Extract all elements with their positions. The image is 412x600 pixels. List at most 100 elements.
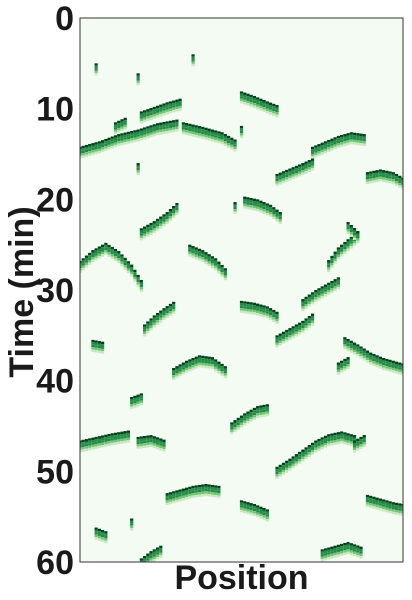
heatmap-cell (143, 435, 147, 439)
heatmap-cell (207, 361, 211, 364)
heatmap-cell (243, 303, 247, 307)
heatmap-cell (80, 156, 82, 159)
heatmap-cell (123, 433, 127, 436)
heatmap-cell (310, 163, 315, 166)
heatmap-cell (365, 179, 370, 182)
heatmap-trace (230, 404, 269, 435)
heatmap-cell (317, 151, 321, 154)
heatmap-cell (149, 227, 153, 231)
heatmap-cell (101, 149, 105, 153)
heatmap-cell (327, 282, 331, 286)
heatmap-cell (281, 171, 286, 174)
heatmap-cell (165, 111, 169, 115)
heatmap-cell (320, 446, 324, 450)
heatmap-cell (168, 101, 173, 104)
heatmap-cell (372, 353, 376, 357)
heatmap-cell (356, 443, 360, 446)
heatmap-cell (330, 255, 334, 259)
heatmap-cell (249, 409, 253, 413)
heatmap-cell (214, 135, 218, 138)
heatmap-cell (101, 247, 105, 250)
heatmap-cell (265, 208, 269, 211)
heatmap-cell (323, 294, 328, 297)
heatmap-cell (146, 229, 150, 232)
heatmap-cell (233, 427, 237, 430)
y-tick-label: 30 (36, 272, 74, 310)
heatmap-cell (310, 151, 315, 154)
heatmap-cell (104, 143, 108, 147)
heatmap-cell (239, 135, 244, 138)
heatmap-cell (191, 61, 195, 64)
heatmap-cell (256, 99, 260, 103)
heatmap-cell (401, 184, 403, 188)
heatmap-cell (239, 300, 244, 304)
heatmap-cell (285, 460, 289, 464)
heatmap-cell (101, 251, 105, 255)
heatmap-cell (336, 372, 340, 375)
heatmap-cell (259, 415, 263, 418)
heatmap-cell (340, 244, 344, 248)
heatmap-cell (352, 347, 357, 350)
heatmap-cell (343, 363, 347, 367)
heatmap-cell (385, 358, 389, 362)
heatmap-cell (391, 504, 395, 507)
heatmap-cell (97, 528, 101, 532)
heatmap-cell (175, 490, 179, 493)
heatmap-cell (327, 267, 331, 270)
heatmap-cell (188, 254, 192, 257)
heatmap-cell (343, 143, 347, 147)
heatmap-cell (252, 105, 257, 108)
heatmap-cell (172, 122, 176, 125)
heatmap-cell (281, 178, 286, 181)
heatmap-cell (126, 432, 131, 436)
heatmap-cell (207, 131, 211, 134)
heatmap-cell (80, 268, 82, 271)
heatmap-cell (220, 366, 224, 369)
heatmap-cell (275, 183, 279, 186)
heatmap-cell (117, 258, 121, 261)
heatmap-cell (275, 476, 279, 479)
heatmap-cell (294, 458, 299, 462)
heatmap-cell (201, 494, 205, 497)
heatmap-cell (143, 560, 147, 562)
heatmap-cell (217, 493, 221, 496)
heatmap-cell (120, 256, 124, 260)
heatmap-cell (80, 151, 82, 154)
heatmap-cell (256, 507, 260, 511)
heatmap-cell (210, 366, 215, 370)
heatmap-cell (155, 322, 160, 325)
heatmap-cell (165, 308, 169, 311)
heatmap-trace (139, 98, 182, 124)
heatmap-cell (323, 558, 328, 561)
heatmap-cell (146, 437, 150, 441)
heatmap-cell (310, 323, 315, 326)
heatmap-cell (252, 508, 257, 512)
heatmap-cell (301, 303, 305, 307)
heatmap-cell (101, 445, 105, 448)
heatmap-cell (298, 164, 302, 167)
heatmap-cell (84, 446, 89, 449)
heatmap-cell (201, 489, 205, 492)
heatmap-cell (275, 109, 279, 113)
heatmap-cell (104, 247, 108, 251)
heatmap-cell (336, 140, 340, 144)
heatmap-cell (272, 312, 276, 315)
heatmap-cell (362, 134, 366, 137)
heatmap-cell (120, 121, 124, 125)
heatmap-cell (113, 435, 118, 438)
heatmap-cell (168, 123, 173, 126)
heatmap-cell (178, 108, 182, 111)
heatmap-cell (330, 440, 334, 444)
heatmap-cell (291, 461, 295, 464)
heatmap-cell (317, 290, 321, 293)
heatmap-cell (120, 133, 124, 136)
heatmap-cell (333, 286, 337, 289)
heatmap-cell (94, 151, 98, 155)
heatmap-cell (197, 135, 202, 139)
heatmap-cell (343, 346, 347, 350)
heatmap-cell (388, 178, 392, 182)
heatmap-cell (223, 375, 227, 379)
heatmap-cell (268, 310, 273, 313)
heatmap-cell (288, 458, 292, 462)
heatmap-cell (391, 176, 395, 180)
